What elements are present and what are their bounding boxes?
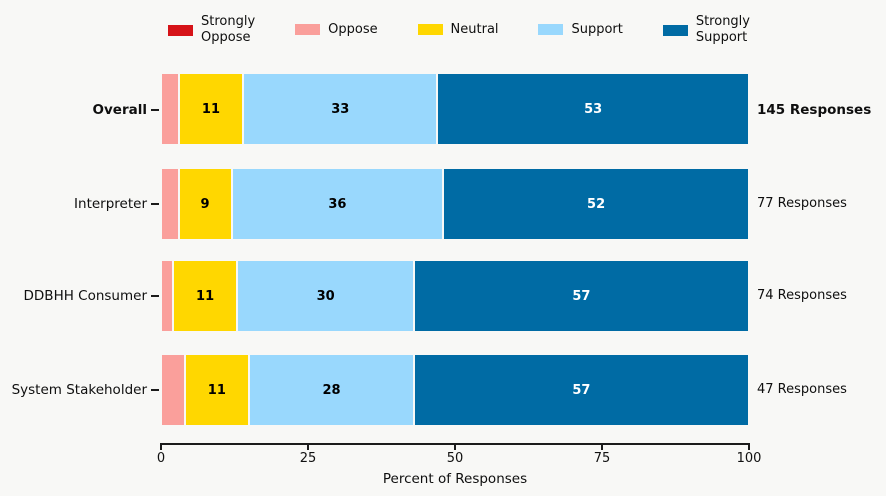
legend-swatch-support-icon: [538, 24, 564, 36]
responses-count-ddbhh-consumer: 74 Responses: [757, 288, 847, 303]
responses-count-overall: 145 Responses: [757, 102, 872, 118]
segment-neutral: 11: [178, 74, 244, 144]
segment-neutral: 11: [172, 261, 238, 331]
segment-value-label: 57: [572, 288, 591, 304]
segment-value-label: 53: [584, 101, 603, 117]
x-tick-label-50: 50: [446, 451, 464, 466]
legend-swatch-strongly-support-icon: [662, 24, 688, 36]
segment-value-label: 11: [201, 101, 220, 117]
x-tick-label-25: 25: [299, 451, 317, 466]
segment-value-label: 57: [572, 382, 591, 398]
segment-support: 33: [243, 74, 438, 144]
bar-row-ddbhh-consumer: 11 30 57: [161, 261, 749, 331]
segment-oppose: [161, 169, 179, 239]
segment-strongly-support: 57: [413, 355, 749, 425]
segment-value-label: 33: [331, 101, 350, 117]
segment-value-label: 30: [316, 288, 335, 304]
legend-item-strongly-support: Strongly Support: [662, 14, 750, 46]
segment-strongly-support: 53: [437, 74, 749, 144]
x-tick-label-75: 75: [593, 451, 611, 466]
x-tick-mark: [307, 444, 309, 450]
segment-strongly-support: 52: [443, 169, 749, 239]
legend-swatch-neutral-icon: [417, 24, 443, 36]
x-tick-label-0: 0: [156, 451, 166, 466]
bar-row-overall: 11 33 53: [161, 74, 749, 144]
y-axis-label-overall: Overall: [92, 102, 147, 118]
y-tick-mark: [151, 295, 159, 297]
y-axis-label-ddbhh-consumer: DDBHH Consumer: [23, 288, 147, 304]
legend-swatch-oppose-icon: [295, 24, 321, 36]
legend-label-strongly-support: Strongly Support: [695, 14, 750, 45]
segment-neutral: 11: [184, 355, 250, 425]
legend-swatch-strongly-oppose-icon: [168, 24, 193, 36]
segment-support: 36: [231, 169, 444, 239]
legend-label-oppose: Oppose: [328, 22, 378, 38]
x-axis-title: Percent of Responses: [382, 471, 528, 487]
legend-item-support: Support: [538, 22, 623, 38]
y-tick-mark: [151, 109, 159, 111]
y-axis-label-interpreter: Interpreter: [74, 196, 147, 212]
legend: Strongly Oppose Oppose Neutral Support S…: [168, 8, 750, 52]
x-tick-label-100: 100: [736, 451, 762, 466]
segment-strongly-support: 57: [413, 261, 749, 331]
segment-oppose: [161, 261, 173, 331]
segment-value-label: 36: [328, 196, 347, 212]
x-tick-mark: [454, 444, 456, 450]
segment-oppose: [161, 74, 179, 144]
segment-value-label: 52: [587, 196, 606, 212]
x-tick-mark: [160, 444, 162, 450]
legend-item-neutral: Neutral: [417, 22, 499, 38]
bar-row-system-stakeholder: 11 28 57: [161, 355, 749, 425]
segment-value-label: 11: [196, 288, 215, 304]
segment-support: 30: [237, 261, 414, 331]
legend-item-oppose: Oppose: [295, 22, 378, 38]
responses-count-interpreter: 77 Responses: [757, 196, 847, 211]
legend-label-strongly-oppose: Strongly Oppose: [201, 14, 256, 45]
x-tick-mark: [601, 444, 603, 450]
segment-value-label: 28: [322, 382, 341, 398]
segment-support: 28: [249, 355, 414, 425]
segment-neutral: 9: [178, 169, 232, 239]
segment-value-label: 11: [207, 382, 226, 398]
segment-value-label: 9: [200, 196, 210, 212]
bar-row-interpreter: 9 36 52: [161, 169, 749, 239]
y-tick-mark: [151, 203, 159, 205]
legend-item-strongly-oppose: Strongly Oppose: [168, 14, 255, 46]
y-tick-mark: [151, 389, 159, 391]
x-axis-spine: [160, 443, 750, 445]
legend-label-support: Support: [571, 22, 623, 38]
responses-count-system-stakeholder: 47 Responses: [757, 382, 847, 397]
x-tick-mark: [748, 444, 750, 450]
legend-label-neutral: Neutral: [450, 22, 499, 38]
y-axis-label-system-stakeholder: System Stakeholder: [11, 382, 147, 398]
segment-oppose: [161, 355, 185, 425]
